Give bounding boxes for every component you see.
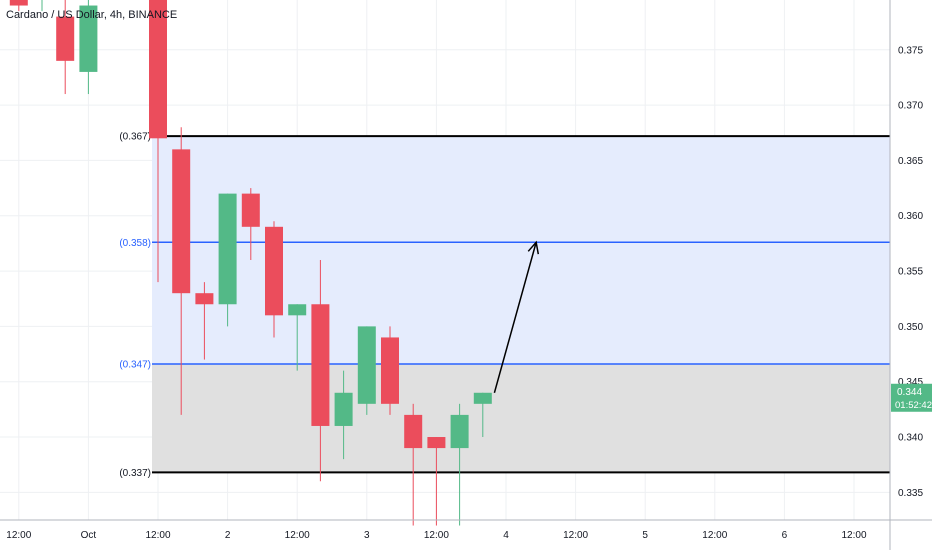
y-tick-label: 0.345: [898, 377, 923, 388]
x-tick-label: 12:00: [702, 530, 727, 541]
last-price-box: [891, 383, 932, 412]
candle-body: [334, 392, 353, 426]
x-tick-label: 12:00: [285, 530, 310, 541]
last-price-label: 0.344 01:52:42: [891, 383, 932, 412]
level-label: (0.347): [119, 360, 151, 371]
candle-body: [404, 414, 423, 449]
x-tick-label: 4: [503, 530, 509, 541]
y-tick-label: 0.350: [898, 322, 923, 333]
y-tick-label: 0.335: [898, 488, 923, 499]
level-label: (0.337): [119, 468, 151, 479]
candle-body: [56, 16, 75, 61]
x-tick-label: 12:00: [6, 530, 31, 541]
y-tick-label: 0.340: [898, 433, 923, 444]
candle-body: [172, 149, 191, 294]
level-label: (0.367): [119, 132, 151, 143]
x-tick-label: Oct: [81, 530, 97, 541]
arrow-shaft: [493, 242, 537, 393]
price-levels: (0.367) (0.358) (0.347) (0.337): [119, 132, 890, 479]
candle-body: [149, 0, 167, 139]
y-tick-label: 0.375: [898, 45, 923, 56]
candle-body: [450, 414, 469, 449]
candle-body: [195, 293, 214, 305]
price-zones: [152, 136, 890, 473]
x-tick-label: 6: [782, 530, 788, 541]
x-tick-label: 2: [225, 530, 231, 541]
y-tick-label: 0.370: [898, 101, 923, 112]
y-tick-label: 0.365: [898, 156, 923, 167]
projection-arrow: [493, 240, 540, 393]
candle-body: [311, 304, 330, 426]
y-tick-label: 0.360: [898, 211, 923, 222]
candle-body: [241, 193, 260, 227]
chart-title: Cardano / US Dollar, 4h, BINANCE: [6, 9, 178, 21]
last-price-countdown: 01:52:42: [895, 400, 932, 411]
x-tick-label: 12:00: [841, 530, 866, 541]
level-label: (0.358): [119, 238, 151, 249]
candle-body: [427, 437, 446, 449]
x-tick-label: 12:00: [563, 530, 588, 541]
candle-body: [473, 392, 492, 404]
candle-body: [381, 337, 399, 404]
y-tick-label: 0.355: [898, 267, 923, 278]
candle-body: [265, 226, 283, 316]
x-tick-label: 3: [364, 530, 370, 541]
x-tick-label: 12:00: [424, 530, 449, 541]
candle-body: [79, 5, 98, 72]
x-tick-label: 12:00: [145, 530, 170, 541]
candles: [9, 0, 492, 526]
candle-body: [9, 0, 28, 6]
x-tick-label: 5: [642, 530, 648, 541]
candle-body: [357, 326, 376, 404]
price-zone: [152, 364, 890, 473]
candle-body: [288, 304, 307, 316]
arrow-head: [527, 240, 540, 255]
candle-body: [218, 193, 237, 305]
last-price-value: 0.344: [897, 387, 922, 398]
price-zone: [152, 136, 890, 364]
